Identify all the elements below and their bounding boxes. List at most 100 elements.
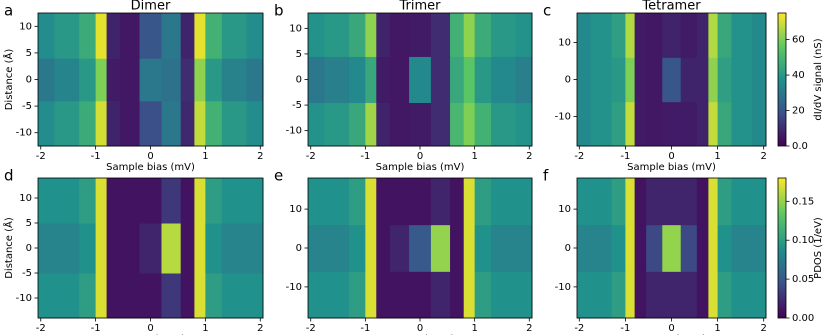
heatmap-cell	[717, 13, 732, 58]
y-tick-label: 0	[26, 243, 32, 254]
x-tick-label: 0	[668, 323, 674, 334]
colorbar-label: dI/dV signal (nS)	[813, 38, 824, 120]
heatmap-cell	[590, 101, 613, 147]
x-tick-label: -1	[91, 323, 101, 334]
y-tick-label: 10	[19, 21, 32, 32]
heatmap-cell	[625, 271, 636, 319]
heatmap-cell	[409, 178, 432, 226]
heatmap-cell	[708, 101, 719, 147]
heatmap-cell	[194, 178, 206, 224]
x-tick-label: -1	[620, 151, 630, 162]
heatmap-cell	[180, 58, 195, 102]
heatmap-cell	[450, 178, 465, 226]
y-tick-label: -5	[22, 268, 32, 279]
heatmap-cell	[38, 58, 55, 102]
x-tick-label: -2	[306, 323, 316, 334]
heatmap-cell	[717, 224, 732, 272]
heatmap-cell	[463, 178, 476, 226]
panel-letter: f	[543, 167, 549, 185]
heatmap-cell	[577, 101, 592, 147]
heatmap-cell	[515, 224, 533, 272]
x-tick-label: -1	[360, 151, 370, 162]
x-tick-label: -1	[360, 323, 370, 334]
heatmap-cell	[79, 13, 97, 59]
heatmap-cell	[180, 100, 195, 147]
heatmap-cell	[611, 178, 626, 226]
colorbar-tick-label: 0.10	[792, 235, 814, 246]
heatmap-cell	[365, 56, 377, 104]
heatmap-cell	[389, 56, 410, 104]
x-tick-label: 0	[147, 323, 153, 334]
heatmap-cell	[611, 13, 626, 58]
heatmap-cell	[324, 102, 350, 147]
heatmap-cell	[463, 13, 476, 57]
heatmap-cell	[376, 102, 391, 147]
panel-letter: a	[4, 2, 13, 20]
heatmap-cell	[680, 178, 698, 226]
heatmap-cell	[120, 13, 141, 59]
x-axis-label: Sample bias (mV)	[106, 162, 195, 173]
heatmap-cell	[194, 58, 206, 102]
heatmap-cell	[221, 178, 248, 224]
y-tick-label: -10	[286, 282, 302, 293]
heatmap-cell	[120, 223, 141, 274]
heatmap-cell	[717, 178, 732, 226]
heatmap-cell	[365, 13, 377, 57]
heatmap-cell	[409, 56, 432, 104]
x-tick-label: 2	[526, 151, 532, 162]
heatmap-cell	[634, 101, 647, 147]
heatmap-cell	[139, 273, 162, 319]
heatmap-cell	[106, 58, 121, 102]
heatmap-cell	[634, 271, 647, 319]
heatmap-cell	[646, 178, 663, 226]
heatmap-cell	[205, 100, 223, 147]
heatmap-cell	[680, 13, 698, 58]
heatmap-cell	[221, 13, 248, 59]
heatmap-cell	[348, 178, 366, 226]
heatmap-cell	[450, 224, 465, 272]
x-axis-label: Sample bias (mV)	[627, 162, 716, 173]
heatmap-cell	[79, 273, 97, 319]
heatmap-cell	[161, 178, 182, 224]
heatmap-cell	[708, 57, 719, 103]
x-tick-label: -2	[306, 151, 316, 162]
heatmap-cell	[708, 271, 719, 319]
x-tick-label: -2	[574, 151, 584, 162]
heatmap-cell	[389, 178, 410, 226]
heatmap-cell	[430, 56, 451, 104]
heatmap-cell	[625, 224, 636, 272]
heatmap-cell	[590, 224, 613, 272]
y-tick-label: 10	[19, 193, 32, 204]
heatmap-cell	[38, 178, 55, 224]
heatmap-cell	[731, 13, 753, 58]
y-tick-label: -10	[16, 128, 32, 139]
heatmap-cell	[696, 57, 709, 103]
heatmap-cell	[365, 178, 377, 226]
heatmap-cell	[708, 224, 719, 272]
heatmap-cell	[474, 224, 492, 272]
heatmap-cell	[324, 178, 350, 226]
heatmap-cell	[634, 57, 647, 103]
heatmap-cell	[308, 13, 325, 57]
heatmap-cell	[625, 101, 636, 147]
heatmap-cell	[324, 271, 350, 319]
colorbar-tick-label: 40	[792, 70, 805, 81]
heatmap-cell	[54, 58, 80, 102]
heatmap-cell	[348, 13, 366, 57]
heatmap-cell	[430, 271, 451, 319]
heatmap-cell	[611, 271, 626, 319]
heatmap-cell	[120, 273, 141, 319]
heatmap-cell	[348, 271, 366, 319]
heatmap-cell	[717, 271, 732, 319]
heatmap-cell	[515, 13, 533, 57]
heatmap-cell	[474, 271, 492, 319]
heatmap-cell	[180, 273, 195, 319]
heatmap-cell	[54, 178, 80, 224]
heatmap-cell	[376, 271, 391, 319]
heatmap-cell	[161, 58, 182, 102]
y-tick-label: 0	[296, 243, 302, 254]
heatmap-cell	[389, 102, 410, 147]
heatmap-cell	[515, 102, 533, 147]
heatmap-cell	[221, 273, 248, 319]
